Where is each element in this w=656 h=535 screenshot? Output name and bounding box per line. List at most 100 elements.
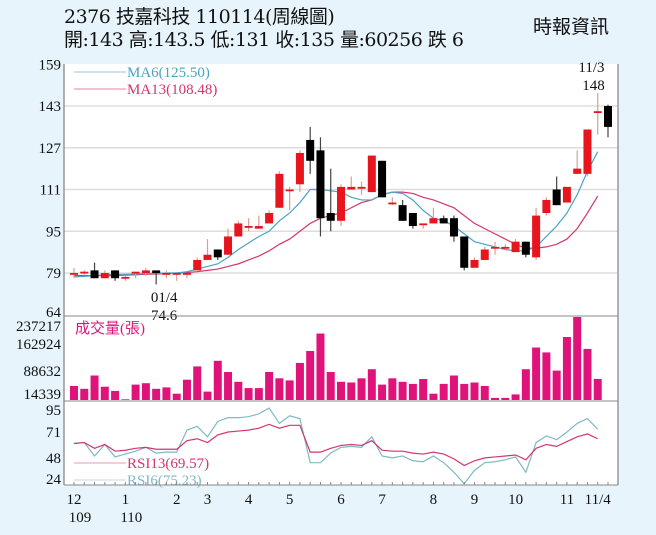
volume-bar: [121, 399, 130, 400]
volume-bar: [593, 378, 602, 400]
volume-legend: 成交量(張): [75, 319, 145, 337]
candlestick: [501, 244, 510, 250]
volume-bar: [347, 382, 356, 400]
high-date-annotation: 11/3: [578, 60, 604, 76]
candlestick: [511, 239, 520, 253]
volume-bar: [419, 379, 428, 400]
candlestick: [70, 267, 78, 279]
volume-bar: [449, 375, 458, 400]
x-axis-tick: 8: [430, 492, 438, 508]
volume-bar: [501, 397, 510, 400]
x-axis-tick: 11: [560, 492, 574, 508]
candlestick: [141, 267, 150, 276]
candlestick: [583, 129, 592, 177]
candlestick: [193, 257, 202, 271]
volume-bar: [182, 379, 191, 400]
chart-title: 2376 技嘉科技 110114(周線圖): [64, 6, 335, 28]
rsi-axis-tick: 48: [46, 451, 61, 467]
x-axis-tick: 6: [337, 492, 345, 508]
candlestick: [90, 262, 99, 279]
candlestick: [213, 249, 222, 260]
candlestick: [244, 218, 253, 232]
volume-axis-tick: 88632: [24, 364, 62, 380]
source-label: 時報資訊: [533, 16, 610, 38]
volume-bar: [367, 369, 376, 400]
volume-bar: [511, 394, 520, 400]
volume-bar: [193, 366, 202, 400]
candlestick: [162, 270, 171, 279]
volume-bar: [80, 388, 89, 400]
volume-bar: [100, 386, 109, 400]
x-axis-tick: 7: [378, 492, 386, 508]
volume-bar: [234, 381, 243, 400]
candlestick: [152, 270, 161, 285]
candlestick: [573, 150, 582, 174]
volume-bar: [254, 388, 263, 400]
volume-bar: [521, 369, 530, 400]
volume-bar: [326, 372, 335, 400]
candlestick: [604, 104, 612, 138]
volume-bar: [316, 333, 325, 400]
rsi13-legend: RSI13(69.57): [127, 456, 209, 472]
candlestick: [367, 155, 376, 193]
ma6-legend: MA6(125.50): [127, 65, 210, 81]
x-axis-tick: 11/4: [585, 492, 612, 508]
volume-bar: [460, 383, 469, 400]
volume-bar: [90, 375, 99, 400]
candlestick: [408, 212, 417, 229]
price-stats: 開:143 高:143.5 低:131 收:135 量:60256 跌 6: [64, 29, 464, 51]
volume-bar: [213, 360, 222, 400]
volume-axis-tick: 14339: [24, 387, 62, 403]
candlestick: [480, 246, 489, 260]
volume-bar: [398, 381, 407, 400]
candlestick: [521, 241, 530, 258]
volume-axis-tick: 162924: [16, 337, 62, 353]
candlestick: [224, 228, 233, 255]
volume-axis-tick: 237217: [16, 319, 62, 335]
volume-bar: [265, 372, 274, 400]
price-axis-tick: 143: [39, 99, 62, 115]
rsi-axis-tick: 95: [46, 403, 61, 419]
x-axis-tick: 10: [508, 492, 523, 508]
x-axis-tick: 9: [471, 492, 479, 508]
high-value-annotation: 148: [582, 78, 605, 94]
candlestick: [254, 215, 263, 229]
volume-bar: [152, 388, 161, 400]
candlestick: [593, 92, 602, 135]
volume-bar: [275, 378, 284, 400]
candlestick: [470, 257, 479, 268]
candlestick: [357, 181, 366, 195]
ma13-legend: MA13(108.48): [127, 82, 217, 98]
candlestick: [285, 186, 294, 211]
x-axis-tick: 5: [286, 492, 294, 508]
rsi6-line: [73, 407, 599, 485]
volume-bar: [70, 386, 78, 400]
candlestick: [131, 271, 140, 279]
low-date-annotation: 01/4: [151, 290, 178, 306]
candlestick: [326, 168, 335, 232]
candlestick: [275, 171, 284, 208]
volume-bar: [306, 351, 315, 400]
volume-bar: [295, 362, 304, 400]
volume-bar: [439, 383, 448, 400]
volume-bar: [141, 383, 150, 400]
volume-bar: [244, 388, 253, 400]
volume-bar: [491, 397, 500, 400]
candlestick: [337, 184, 345, 227]
volume-bar: [562, 337, 571, 400]
candlestick: [439, 215, 448, 224]
volume-bar: [532, 347, 541, 400]
rsi-axis-tick: 24: [46, 472, 62, 488]
x-axis-year: 109: [69, 510, 92, 526]
candlestick: [172, 273, 181, 281]
candlestick: [316, 137, 325, 237]
price-axis-tick: 79: [46, 266, 61, 282]
candlestick: [100, 270, 109, 279]
x-axis-tick: 2: [173, 492, 181, 508]
price-axis-tick: 64: [46, 305, 62, 321]
ma6-line: [73, 151, 599, 278]
candlestick: [460, 236, 469, 271]
candlestick: [398, 199, 407, 221]
volume-bar: [357, 378, 366, 400]
